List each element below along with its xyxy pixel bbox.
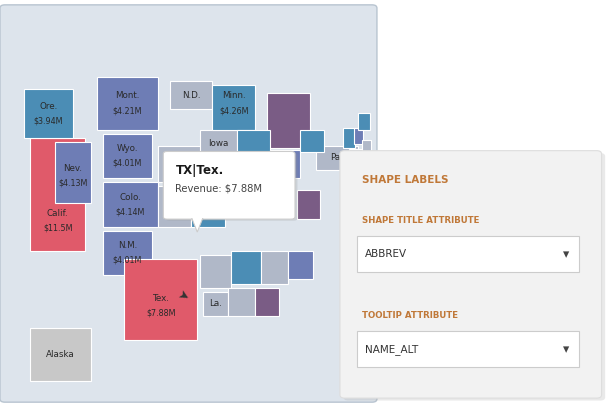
Text: SHAPE LABELS: SHAPE LABELS — [362, 175, 449, 185]
Bar — [190, 214, 205, 218]
Text: Ore.: Ore. — [39, 102, 58, 111]
Bar — [237, 130, 270, 158]
Bar — [158, 146, 206, 182]
Bar — [103, 182, 158, 227]
Bar — [30, 328, 91, 381]
Text: Minn.: Minn. — [222, 92, 245, 100]
FancyBboxPatch shape — [166, 153, 297, 221]
Text: SHAPE TITLE ATTRIBUTE: SHAPE TITLE ATTRIBUTE — [362, 216, 479, 225]
Text: $3.94M: $3.94M — [34, 116, 63, 125]
Text: La.: La. — [209, 299, 222, 308]
FancyBboxPatch shape — [344, 153, 605, 401]
Bar — [258, 182, 285, 215]
Bar — [297, 190, 320, 219]
Text: NAME_ALT: NAME_ALT — [365, 344, 418, 355]
Bar — [124, 259, 197, 340]
Bar — [200, 255, 231, 288]
Text: $4.01M: $4.01M — [113, 159, 142, 168]
FancyBboxPatch shape — [340, 151, 602, 398]
Text: Nev.: Nev. — [63, 164, 83, 173]
Text: TOOLTIP ATTRIBUTE: TOOLTIP ATTRIBUTE — [362, 311, 458, 320]
Bar — [228, 288, 255, 316]
Bar — [170, 81, 212, 109]
Text: ABBREV: ABBREV — [365, 249, 407, 259]
Bar — [191, 186, 225, 227]
Text: Wyo.: Wyo. — [117, 144, 138, 153]
Text: $4.13M: $4.13M — [58, 179, 87, 188]
Text: N.D.: N.D. — [182, 91, 200, 100]
Bar — [30, 138, 85, 251]
Text: ▾: ▾ — [563, 248, 569, 261]
Bar — [203, 292, 228, 316]
Text: N.M.: N.M. — [118, 241, 137, 250]
Bar — [55, 142, 91, 202]
Text: ➤: ➤ — [175, 288, 191, 305]
Bar — [24, 89, 73, 138]
Text: Nebr.: Nebr. — [171, 160, 194, 168]
Text: $4.26M: $4.26M — [219, 106, 248, 115]
Bar — [255, 288, 279, 316]
Bar — [103, 134, 152, 178]
Bar — [103, 231, 152, 275]
Text: Mont.: Mont. — [115, 92, 140, 100]
Text: ▾: ▾ — [563, 343, 569, 356]
Bar — [97, 77, 158, 130]
Text: $4.01M: $4.01M — [113, 256, 142, 265]
Text: $7.88M: $7.88M — [146, 309, 175, 318]
Bar — [354, 128, 363, 144]
Bar — [300, 130, 324, 152]
Bar — [231, 251, 261, 284]
FancyBboxPatch shape — [357, 236, 579, 272]
Text: Pa.: Pa. — [330, 153, 344, 162]
Text: Calif.: Calif. — [47, 209, 69, 218]
Bar — [212, 85, 255, 130]
FancyBboxPatch shape — [163, 151, 295, 219]
FancyBboxPatch shape — [357, 331, 579, 367]
Bar — [200, 130, 237, 158]
Bar — [343, 128, 355, 148]
Text: $4.21M: $4.21M — [113, 106, 142, 115]
Bar — [316, 146, 358, 170]
Text: Colo.: Colo. — [120, 193, 141, 202]
Bar — [270, 150, 300, 178]
Text: $11.5M: $11.5M — [43, 224, 72, 232]
Bar — [349, 149, 364, 168]
Bar — [358, 113, 370, 130]
Text: Alaska: Alaska — [46, 350, 75, 359]
Text: Iowa: Iowa — [208, 139, 229, 148]
Text: Tex.: Tex. — [152, 294, 169, 303]
Bar — [158, 186, 191, 227]
Text: $4.14M: $4.14M — [116, 207, 145, 216]
FancyBboxPatch shape — [0, 5, 377, 402]
Bar — [288, 251, 313, 279]
Text: TX|Tex.: TX|Tex. — [175, 164, 223, 177]
Bar — [267, 93, 310, 148]
Bar — [261, 251, 288, 284]
Text: Revenue: $7.88M: Revenue: $7.88M — [175, 183, 262, 193]
Polygon shape — [191, 217, 203, 232]
Bar — [362, 140, 371, 153]
